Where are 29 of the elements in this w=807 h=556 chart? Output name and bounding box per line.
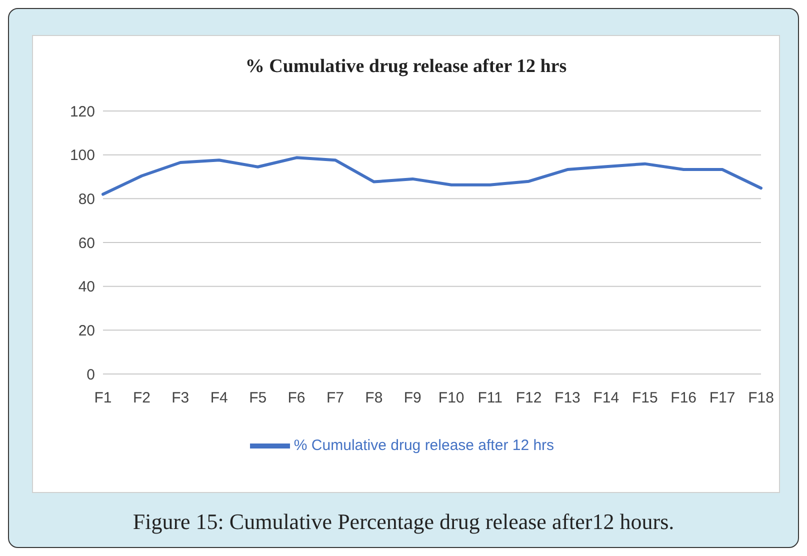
y-tick-label: 80 bbox=[78, 190, 95, 208]
x-tick-label: F14 bbox=[593, 390, 620, 407]
x-tick-label: F9 bbox=[404, 390, 422, 407]
x-tick-label: F15 bbox=[632, 390, 658, 407]
x-tick-label: F8 bbox=[365, 390, 383, 407]
y-tick-label: 120 bbox=[70, 103, 95, 120]
x-tick-label: F12 bbox=[516, 390, 542, 407]
x-tick-label: F6 bbox=[288, 390, 306, 407]
y-tick-label: 20 bbox=[78, 322, 95, 340]
caption: Figure 15: Cumulative Percentage drug release after12 hours. bbox=[132, 509, 676, 535]
x-tick-label: F17 bbox=[709, 390, 736, 407]
y-tick-label: 0 bbox=[86, 366, 95, 384]
x-tick-label: F7 bbox=[326, 390, 344, 407]
x-tick-label: F10 bbox=[438, 390, 464, 407]
x-tick-label: F16 bbox=[670, 390, 697, 407]
x-tick-label: F2 bbox=[132, 390, 150, 407]
x-tick-label: F4 bbox=[210, 390, 228, 407]
line-series bbox=[102, 156, 762, 196]
legend-label: % Cumulative drug release after 12 hrs bbox=[294, 436, 554, 454]
x-tick-label: F13 bbox=[554, 390, 580, 407]
x-tick-label: F1 bbox=[94, 390, 112, 407]
y-tick-label: 40 bbox=[78, 278, 95, 296]
chart-title: % Cumulative drug release after 12 hrs bbox=[244, 56, 568, 78]
x-tick-label: F3 bbox=[172, 390, 190, 407]
x-tick-label: F18 bbox=[748, 390, 774, 407]
y-tick-label: 60 bbox=[78, 234, 95, 252]
x-tick-label: F11 bbox=[478, 390, 502, 407]
x-tick-label: F5 bbox=[249, 390, 267, 407]
y-tick-label: 100 bbox=[70, 147, 95, 164]
